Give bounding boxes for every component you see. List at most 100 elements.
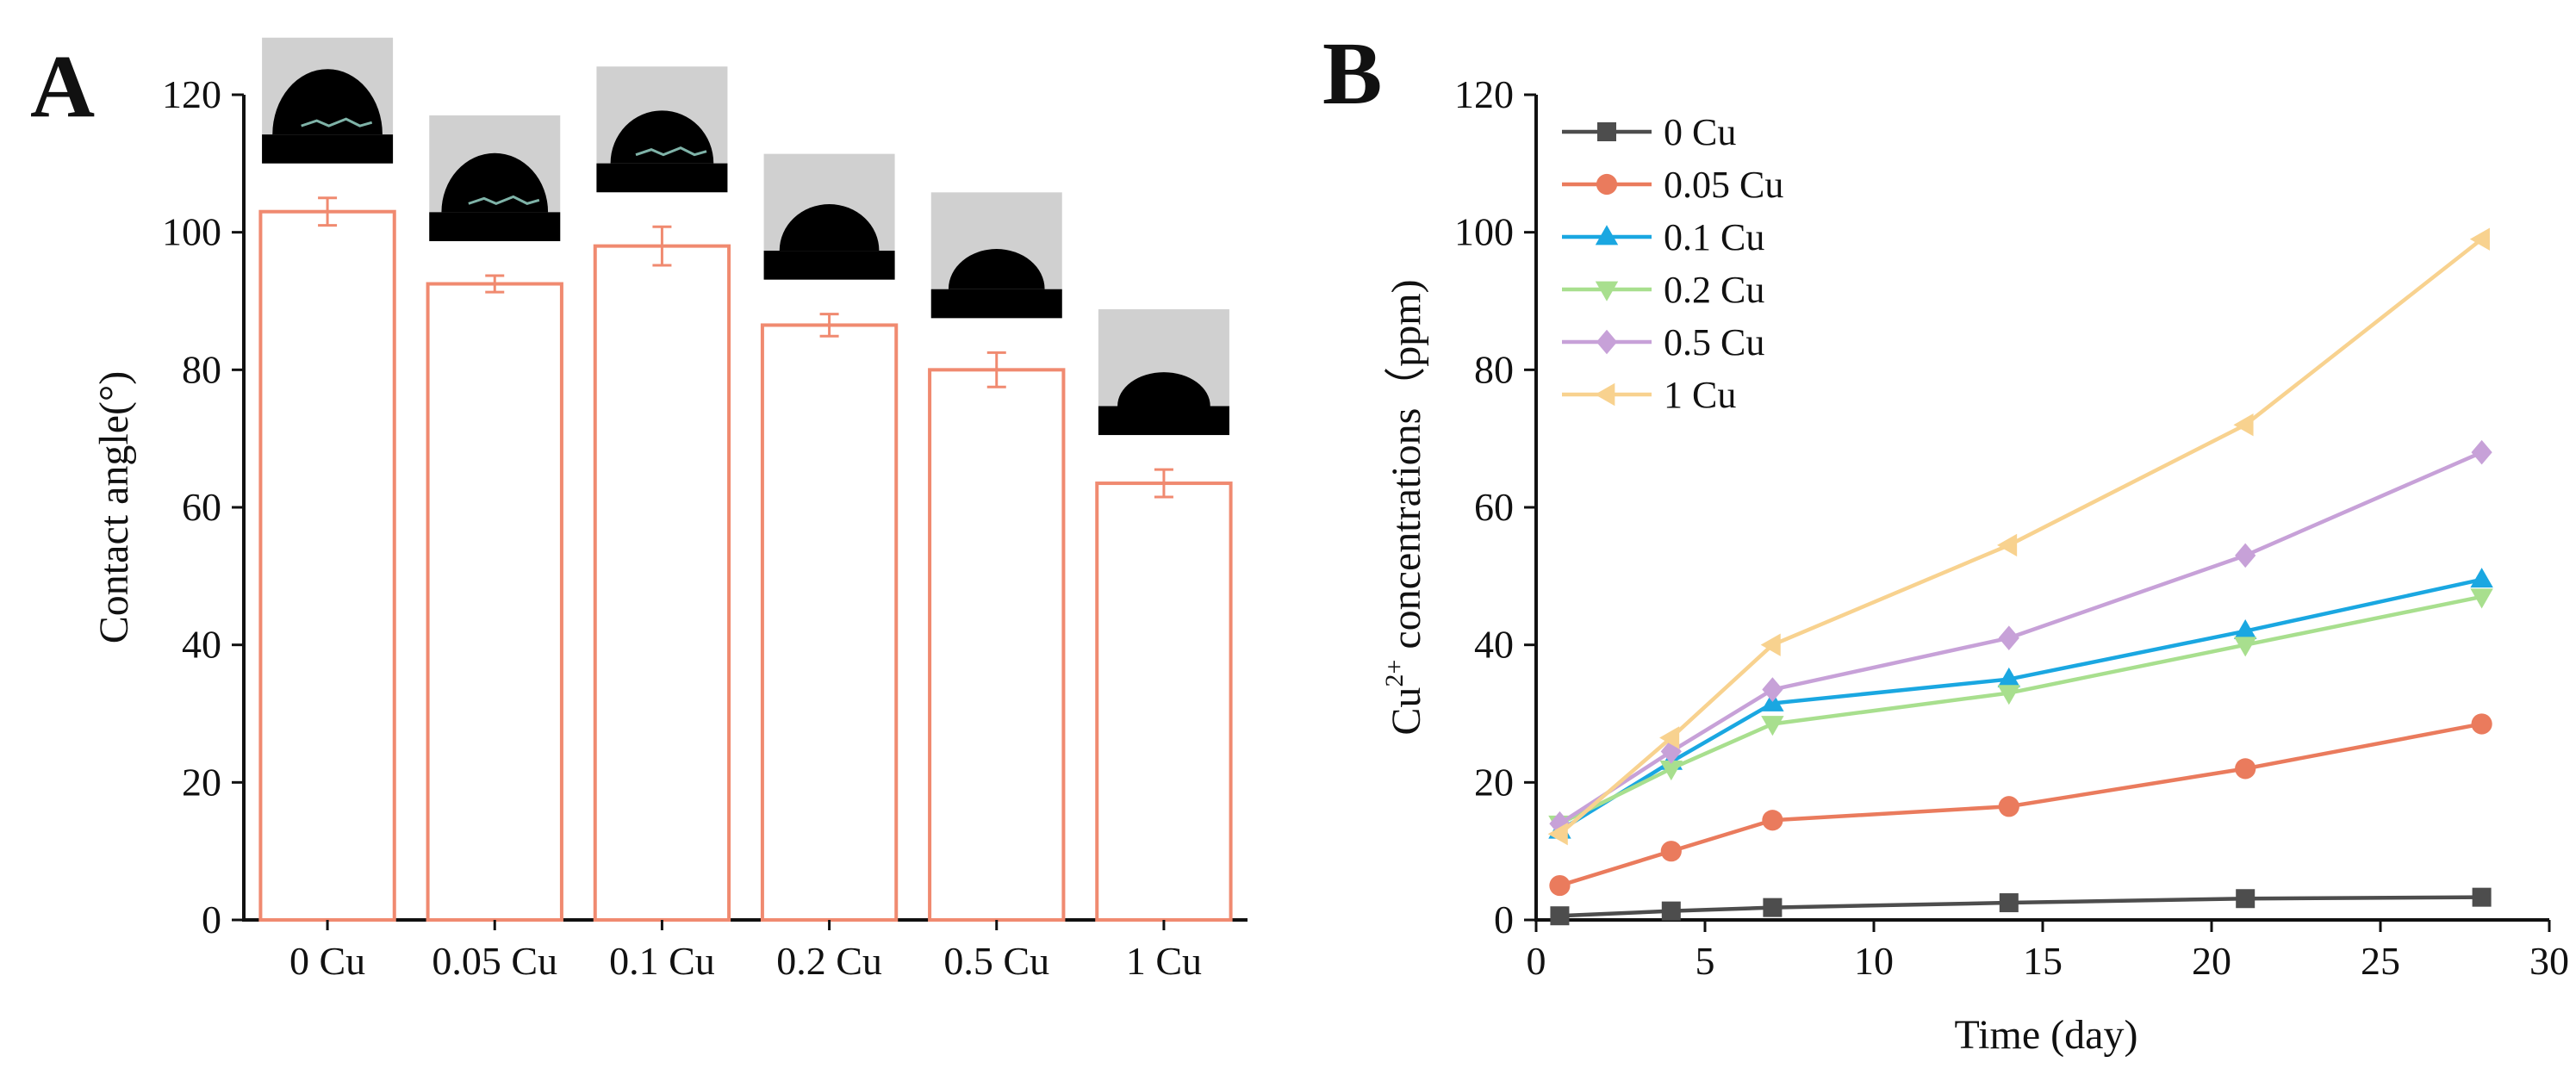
bar — [760, 323, 899, 923]
legend-label: 0.5 Cu — [1664, 321, 1764, 363]
droplet-shape — [1117, 372, 1210, 407]
series-0p2-cu — [1548, 588, 2493, 836]
y-axis-title-base: Cu — [1384, 687, 1429, 736]
data-point-square — [1597, 122, 1616, 141]
data-point-triangle-left — [1997, 533, 2018, 557]
x-tick-label: 20 — [2192, 939, 2231, 983]
legend-entry: 1 Cu — [1562, 374, 1736, 416]
y-tick-label: 100 — [1454, 210, 1514, 254]
data-point-triangle-down — [1659, 761, 1683, 781]
series-line — [1559, 895, 2482, 918]
droplet-images — [262, 37, 1229, 436]
x-tick-label: 0 Cu — [289, 939, 365, 983]
bar — [258, 209, 396, 922]
y-tick-label: 120 — [1454, 72, 1514, 116]
series-line — [1559, 722, 2483, 888]
bar-chart-contact-angle: A 0 20 40 60 80 100 120 0 Cu 0.05 Cu 0.1 Cu 0.2 C… — [30, 37, 1248, 983]
droplet-image — [596, 66, 728, 193]
y-tick-label: 60 — [182, 485, 221, 529]
series-0p5-cu — [1549, 439, 2492, 836]
x-tick-label: 5 — [1696, 939, 1715, 983]
droplet-reflection — [301, 117, 373, 127]
droplet-image — [930, 192, 1062, 319]
error-bar — [986, 351, 1006, 388]
bar — [593, 244, 731, 922]
legend-entry: 0.1 Cu — [1562, 216, 1764, 258]
droplet-image — [1098, 309, 1229, 436]
x-tick-label: 0.1 Cu — [609, 939, 715, 983]
x-tick-label: 0 — [1527, 939, 1546, 983]
droplet-reflection — [468, 195, 540, 205]
data-point-circle — [1660, 841, 1682, 862]
y-axis-ticks: 0 20 40 60 80 100 120 — [162, 72, 244, 941]
data-point-square — [2236, 889, 2256, 909]
data-point-triangle-up — [2234, 618, 2257, 640]
droplet-image — [429, 115, 561, 241]
y-tick-label: 100 — [162, 210, 221, 254]
data-point-diamond — [1762, 677, 1783, 702]
data-point-circle — [1596, 173, 1618, 196]
x-tick-label: 15 — [2023, 939, 2063, 983]
legend-entry: 0.05 Cu — [1562, 164, 1783, 206]
data-point-square — [2472, 887, 2492, 907]
data-point-triangle-down — [1761, 716, 1784, 736]
y-tick-label: 80 — [1474, 347, 1514, 391]
droplet-image — [763, 153, 895, 280]
panel-label-a: A — [30, 37, 95, 136]
droplet-substrate — [262, 134, 394, 164]
series-0-cu — [1550, 887, 2492, 926]
data-point-diamond — [1998, 625, 2019, 650]
error-bar — [485, 274, 505, 294]
y-tick-label: 60 — [1474, 485, 1514, 529]
x-tick-label: 25 — [2361, 939, 2400, 983]
series-1-cu — [1547, 227, 2490, 846]
series-line — [1559, 577, 2483, 833]
data-point-triangle-up — [1997, 667, 2020, 687]
data-point-triangle-left — [1760, 633, 1781, 656]
bar — [928, 368, 1066, 923]
data-point-square — [1550, 906, 1570, 926]
data-point-triangle-up — [2470, 568, 2493, 588]
x-tick-label: 30 — [2529, 939, 2569, 983]
y-tick-label: 40 — [1474, 623, 1514, 667]
error-bar — [318, 196, 338, 227]
droplet-image — [262, 37, 394, 164]
y-axis-title-rest: concentrations（ppm) — [1384, 279, 1429, 659]
error-bar — [652, 225, 672, 267]
legend-entry: 0 Cu — [1562, 111, 1736, 153]
data-point-diamond — [2235, 543, 2256, 568]
droplet-substrate — [930, 289, 1062, 319]
x-tick-label: 1 Cu — [1126, 939, 1202, 983]
bar-series — [258, 196, 1233, 923]
series-0p1-cu — [1548, 568, 2493, 839]
bar — [1095, 481, 1233, 923]
legend-label: 0.2 Cu — [1664, 269, 1764, 311]
y-tick-label: 80 — [182, 347, 221, 391]
droplet-substrate — [1098, 406, 1229, 436]
data-point-triangle-down — [2234, 637, 2257, 657]
droplet-substrate — [763, 251, 895, 280]
data-point-triangle-down — [2470, 588, 2493, 609]
legend-label: 1 Cu — [1664, 374, 1736, 416]
y-axis-title: Cu2+ concentrations（ppm) — [1380, 279, 1429, 735]
data-point-circle — [1998, 796, 2019, 817]
series-0p05-cu — [1549, 713, 2492, 897]
series-line — [1559, 594, 2483, 826]
droplet-reflection — [635, 146, 707, 157]
data-point-triangle-down — [1997, 685, 2020, 705]
data-point-triangle-left — [1595, 382, 1615, 407]
droplet-shape — [272, 69, 383, 135]
droplet-shape — [779, 204, 880, 252]
bar — [426, 282, 563, 922]
legend-entry: 0.5 Cu — [1562, 321, 1764, 363]
y-axis-title: Contact angle(°) — [91, 371, 137, 643]
legend-label: 0.05 Cu — [1664, 164, 1783, 206]
legend-label: 0.1 Cu — [1664, 216, 1764, 258]
y-tick-label: 20 — [1474, 760, 1514, 804]
data-point-square — [1661, 901, 1681, 921]
data-point-circle — [2235, 758, 2256, 780]
data-point-square — [1763, 898, 1783, 917]
data-point-triangle-left — [1659, 726, 1680, 749]
legend-label: 0 Cu — [1664, 111, 1736, 153]
